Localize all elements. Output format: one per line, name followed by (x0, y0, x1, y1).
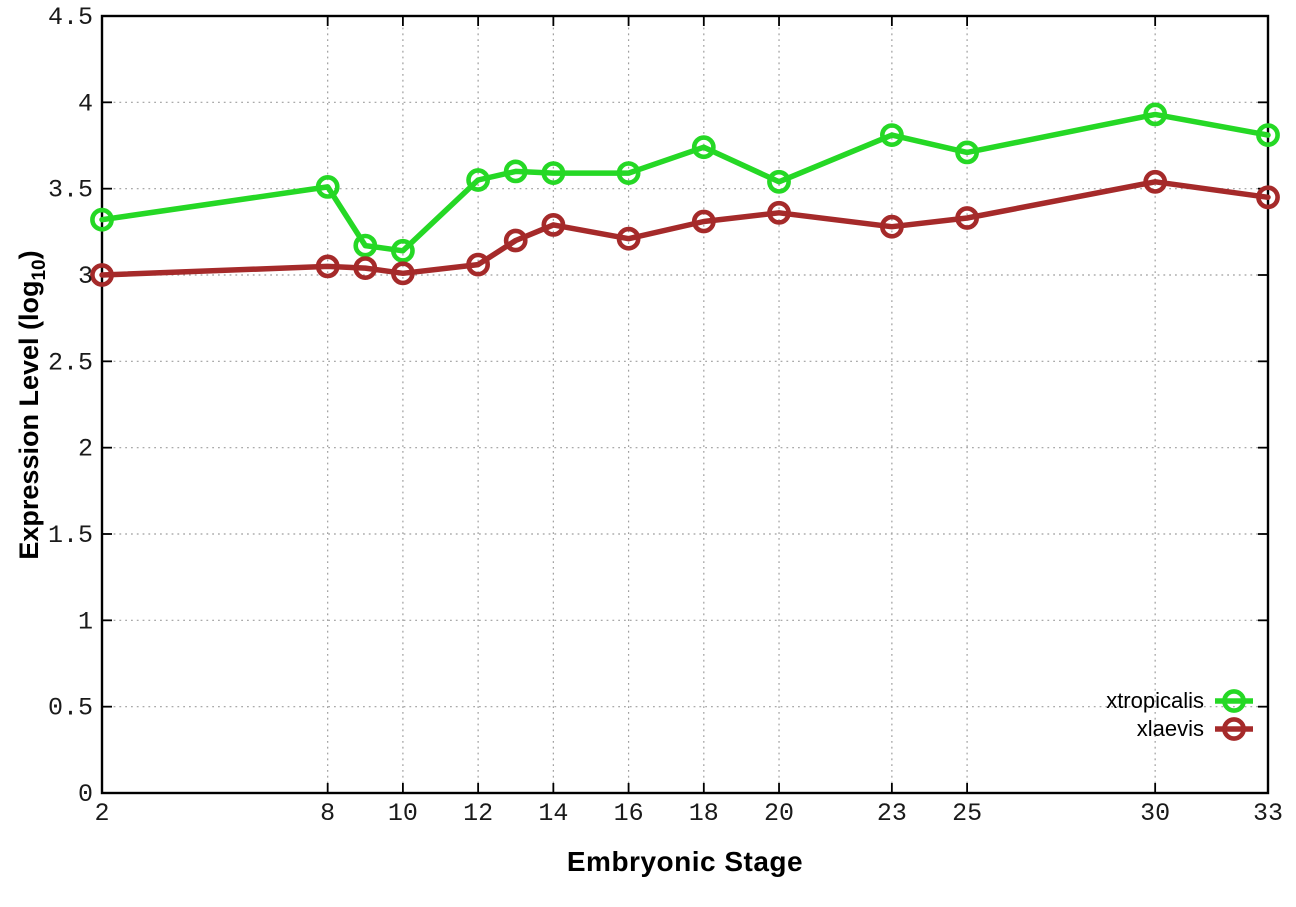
y-tick-label: 4 (78, 89, 93, 118)
y-tick-label: 0 (78, 780, 93, 809)
data-point-xlaevis-25 (955, 206, 980, 230)
legend-item-xlaevis: xlaevis (1106, 715, 1254, 743)
data-point-xlaevis-14 (541, 212, 566, 237)
data-point-xlaevis-33 (1256, 185, 1280, 210)
x-tick-label: 18 (689, 799, 719, 828)
y-tick-label: 1 (78, 607, 93, 636)
x-tick-label: 16 (614, 799, 644, 828)
data-point-xtropicalis-16 (616, 161, 641, 186)
data-point-xlaevis-18 (691, 209, 716, 234)
data-point-xtropicalis-18 (691, 135, 716, 160)
data-point-xtropicalis-8 (315, 174, 340, 199)
data-point-xtropicalis-12 (466, 168, 491, 192)
data-point-xlaevis-13 (503, 228, 528, 253)
plot-border (100, 14, 1270, 795)
x-tick-label: 12 (463, 799, 493, 828)
data-point-xlaevis-23 (880, 214, 904, 239)
data-point-xlaevis-12 (466, 252, 491, 277)
legend-label-xlaevis: xlaevis (1136, 716, 1204, 741)
data-point-xtropicalis-13 (503, 159, 528, 184)
data-point-xlaevis-8 (315, 254, 340, 279)
data-point-xlaevis-20 (767, 200, 791, 225)
legend-label-xtropicalis: xtropicalis (1106, 688, 1204, 713)
data-point-xlaevis-9 (353, 256, 378, 281)
data-point-xtropicalis-9 (353, 233, 378, 258)
x-tick-label: 25 (952, 799, 982, 828)
y-tick-label: 4.5 (48, 3, 93, 32)
data-point-xtropicalis-30 (1143, 102, 1168, 127)
x-tick-label: 2 (94, 799, 109, 828)
legend-marker-xtropicalis-icon (1215, 689, 1253, 713)
data-point-xtropicalis-25 (955, 140, 980, 165)
y-tick-label: 2.5 (48, 348, 93, 377)
x-tick-label: 23 (877, 799, 907, 828)
data-point-xlaevis-16 (616, 226, 641, 251)
y-tick-label: 0.5 (48, 694, 93, 723)
legend: xtropicalis xlaevis (1106, 687, 1254, 743)
x-tick-label: 30 (1140, 799, 1170, 828)
x-tick-label: 14 (538, 799, 568, 828)
y-tick-label: 1.5 (48, 521, 93, 550)
data-point-xtropicalis-23 (880, 123, 904, 148)
x-tick-label: 20 (764, 799, 794, 828)
data-point-xtropicalis-10 (390, 238, 415, 263)
data-point-xtropicalis-14 (541, 161, 566, 186)
series-line-xtropicalis (99, 111, 1271, 254)
legend-item-xtropicalis: xtropicalis (1106, 687, 1254, 715)
x-tick-label: 8 (320, 799, 335, 828)
data-point-xlaevis-30 (1143, 169, 1168, 194)
x-axis-label: Embryonic Stage (566, 846, 804, 877)
y-tick-label: 3.5 (48, 176, 93, 205)
data-point-xtropicalis-2 (90, 207, 114, 232)
legend-marker-xlaevis-icon (1215, 717, 1253, 741)
x-tick-label: 33 (1253, 799, 1283, 828)
data-point-xtropicalis-20 (767, 169, 791, 194)
y-tick-label: 3 (78, 262, 93, 291)
data-point-xlaevis-10 (390, 261, 415, 286)
series-line-xlaevis (99, 179, 1271, 278)
y-axis-label: Expression Level (log10) (14, 250, 50, 559)
data-point-xtropicalis-33 (1256, 123, 1280, 148)
y-tick-label: 2 (78, 435, 93, 464)
x-tick-label: 10 (388, 799, 418, 828)
data-point-xlaevis-2 (90, 263, 114, 287)
